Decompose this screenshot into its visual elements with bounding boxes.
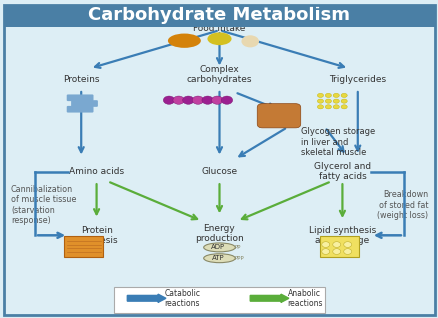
Circle shape (192, 96, 203, 104)
Circle shape (182, 96, 194, 104)
Ellipse shape (325, 99, 331, 103)
Text: Glycerol and
fatty acids: Glycerol and fatty acids (313, 162, 370, 182)
FancyBboxPatch shape (114, 287, 324, 313)
FancyBboxPatch shape (67, 94, 93, 101)
Text: Amino acids: Amino acids (69, 167, 124, 176)
Circle shape (201, 96, 213, 104)
Text: PPP: PPP (234, 256, 244, 261)
Circle shape (321, 242, 329, 247)
Ellipse shape (325, 93, 331, 97)
Ellipse shape (332, 93, 339, 97)
Ellipse shape (207, 32, 231, 45)
Circle shape (332, 242, 340, 247)
FancyBboxPatch shape (71, 100, 98, 107)
Ellipse shape (332, 99, 339, 103)
Text: Glycogen storage
in liver and
skeletal muscle: Glycogen storage in liver and skeletal m… (300, 127, 374, 157)
Text: Food intake: Food intake (193, 24, 245, 33)
Ellipse shape (340, 99, 346, 103)
Text: Triglycerides: Triglycerides (328, 75, 385, 84)
Text: PP: PP (234, 245, 241, 250)
Circle shape (343, 242, 351, 247)
Ellipse shape (317, 105, 323, 109)
Text: Protein
synthesis: Protein synthesis (75, 225, 118, 245)
Circle shape (343, 249, 351, 254)
Text: Carbohydrate Metabolism: Carbohydrate Metabolism (88, 6, 350, 24)
Ellipse shape (317, 93, 323, 97)
FancyArrow shape (250, 294, 288, 302)
FancyArrow shape (127, 294, 166, 302)
Circle shape (321, 249, 329, 254)
Text: Energy
production: Energy production (194, 224, 244, 244)
Text: ATP: ATP (212, 255, 224, 261)
Ellipse shape (167, 33, 201, 48)
Circle shape (173, 96, 184, 104)
Text: Glucose: Glucose (201, 167, 237, 176)
Text: ADP: ADP (211, 245, 225, 250)
Ellipse shape (340, 93, 346, 97)
Ellipse shape (325, 105, 331, 109)
Ellipse shape (340, 105, 346, 109)
Text: Complex
carbohydrates: Complex carbohydrates (186, 65, 252, 84)
Text: Proteins: Proteins (63, 75, 99, 84)
FancyBboxPatch shape (319, 236, 358, 257)
Circle shape (211, 96, 223, 104)
Ellipse shape (332, 105, 339, 109)
Ellipse shape (241, 35, 258, 47)
FancyBboxPatch shape (67, 106, 93, 113)
Circle shape (332, 249, 340, 254)
Text: Lipid synthesis
and storage: Lipid synthesis and storage (308, 225, 375, 245)
FancyBboxPatch shape (4, 5, 434, 27)
Ellipse shape (317, 99, 323, 103)
Text: Breakdown
of stored fat
(weight loss): Breakdown of stored fat (weight loss) (376, 190, 427, 220)
FancyBboxPatch shape (64, 236, 103, 257)
Text: Cannibalization
of muscle tissue
(starvation
response): Cannibalization of muscle tissue (starva… (11, 185, 76, 225)
Circle shape (221, 96, 232, 104)
Ellipse shape (203, 243, 235, 252)
FancyBboxPatch shape (257, 104, 300, 128)
Circle shape (163, 96, 174, 104)
Ellipse shape (203, 254, 235, 263)
Text: Catabolic
reactions: Catabolic reactions (164, 288, 200, 308)
Text: Anabolic
reactions: Anabolic reactions (287, 288, 322, 308)
